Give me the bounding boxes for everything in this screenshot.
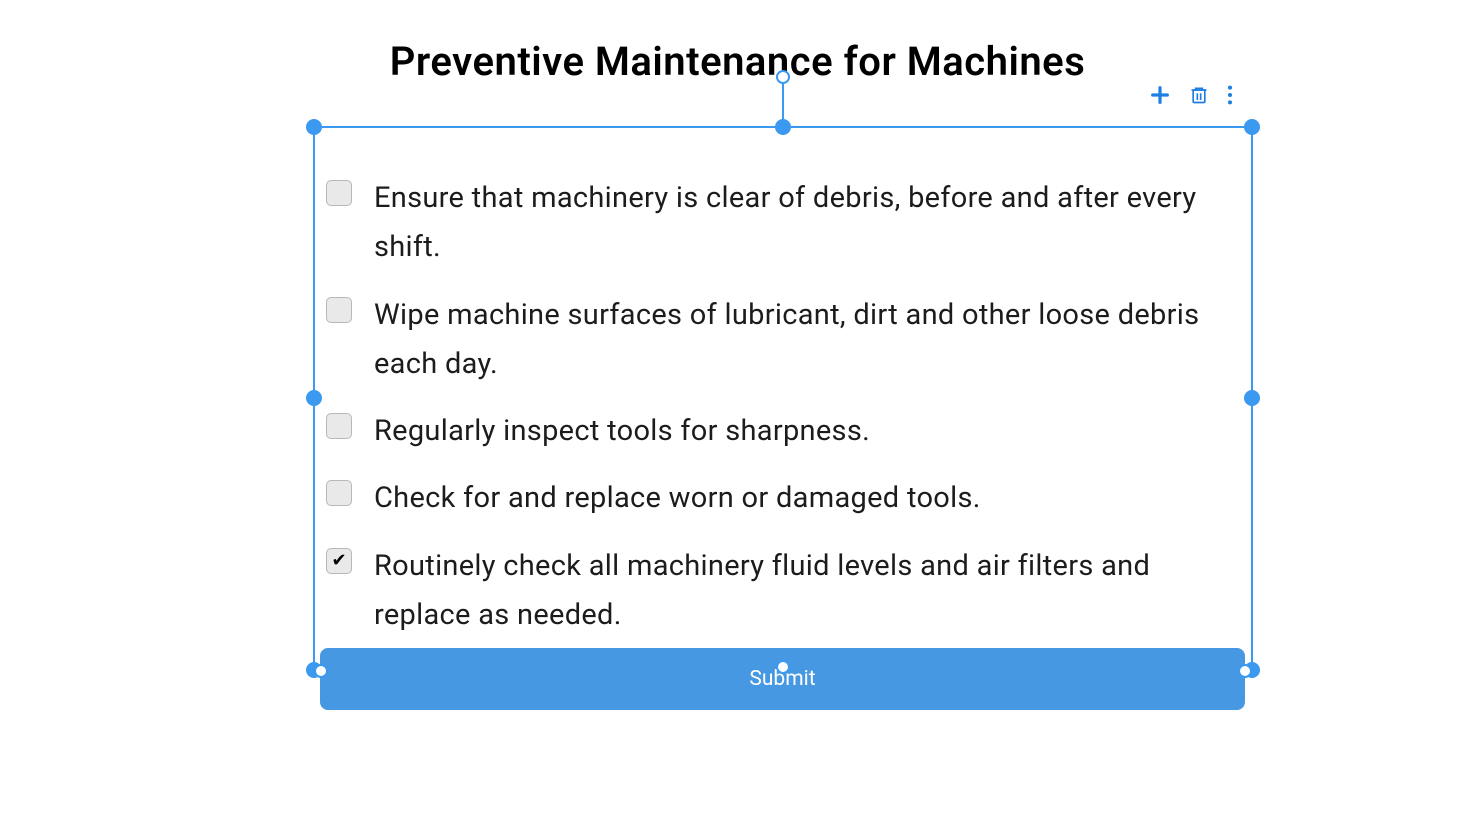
handle-outer-tl[interactable] (306, 119, 322, 135)
checkbox[interactable] (326, 180, 352, 206)
checklist-item-label: Wipe machine surfaces of lubricant, dirt… (374, 291, 1226, 390)
checklist-item: Wipe machine surfaces of lubricant, dirt… (326, 283, 1226, 400)
checklist-item: Ensure that machinery is clear of debris… (326, 166, 1226, 283)
checkbox[interactable] (326, 548, 352, 574)
rotation-handle[interactable] (776, 70, 790, 84)
handle-submit-tm[interactable] (776, 660, 790, 674)
checkbox[interactable] (326, 480, 352, 506)
checklist-item-label: Check for and replace worn or damaged to… (374, 474, 981, 523)
checklist-item-label: Regularly inspect tools for sharpness. (374, 407, 870, 456)
checkbox[interactable] (326, 413, 352, 439)
checklist: Ensure that machinery is clear of debris… (326, 166, 1226, 718)
handle-outer-tm[interactable] (775, 119, 791, 135)
checklist-item: Regularly inspect tools for sharpness. (326, 399, 1226, 466)
handle-outer-tr[interactable] (1244, 119, 1260, 135)
component-toolbar (1149, 84, 1233, 106)
checklist-item: Check for and replace worn or damaged to… (326, 466, 1226, 533)
page-title: Preventive Maintenance for Machines (0, 38, 1475, 85)
more-icon[interactable] (1227, 84, 1233, 106)
submit-button[interactable]: Submit (320, 648, 1245, 710)
handle-outer-mr[interactable] (1244, 390, 1260, 406)
handle-submit-ml[interactable] (314, 664, 328, 678)
add-icon[interactable] (1149, 84, 1171, 106)
checklist-item-label: Routinely check all machinery fluid leve… (374, 542, 1226, 641)
handle-outer-ml[interactable] (306, 390, 322, 406)
checklist-item-label: Ensure that machinery is clear of debris… (374, 174, 1226, 273)
trash-icon[interactable] (1189, 84, 1209, 106)
checkbox[interactable] (326, 297, 352, 323)
checklist-item: Routinely check all machinery fluid leve… (326, 534, 1226, 651)
handle-submit-mr[interactable] (1238, 664, 1252, 678)
